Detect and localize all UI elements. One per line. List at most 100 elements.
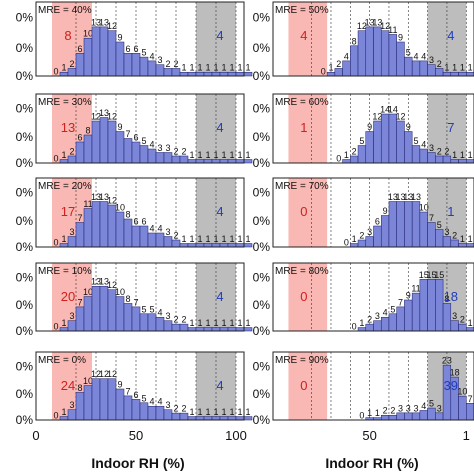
bar-count-label: 5	[437, 220, 442, 230]
bar-count-label: 1	[245, 407, 250, 417]
histogram-bar	[67, 236, 77, 248]
bar-count-label: 2	[367, 315, 372, 325]
red-band-count: 4	[300, 28, 307, 43]
panel-frame	[272, 262, 474, 332]
histogram-bar	[427, 152, 436, 164]
histogram-bar	[466, 327, 474, 332]
bar-count-label: 1	[197, 63, 202, 73]
bar-count-label: 2	[173, 231, 178, 241]
bar-count-label: 1	[221, 407, 226, 417]
histogram-bar	[59, 416, 69, 421]
histogram-bar	[147, 313, 157, 332]
histogram-bar	[123, 53, 133, 77]
bar-count-label: 0	[336, 154, 341, 164]
red-band-count: 8	[64, 28, 71, 43]
bar-count-label: 5	[414, 136, 419, 146]
bar-count-label: 0	[53, 67, 58, 77]
histogram-bar	[396, 306, 405, 332]
bar-count-label: 3	[452, 311, 457, 321]
histogram-bar	[435, 279, 444, 332]
histogram-bar	[131, 225, 141, 248]
histogram-bar	[123, 218, 133, 248]
y-tick-label: 0%	[253, 214, 271, 228]
bar-count-label: 2	[69, 147, 74, 157]
histogram-bar	[203, 159, 213, 164]
bar-count-label: 4	[383, 308, 388, 318]
bar-count-label: 4	[344, 51, 349, 61]
bar-count-label: 3	[165, 227, 170, 237]
histogram-bar	[235, 159, 245, 164]
bar-count-label: 13	[99, 277, 109, 287]
histogram-bar	[243, 159, 253, 164]
bar-count-label: 9	[406, 291, 411, 301]
bar-count-label: 5	[141, 48, 146, 58]
histogram-bar	[442, 303, 452, 332]
bar-count-label: 2	[181, 315, 186, 325]
bar-count-label: 0	[321, 67, 326, 77]
bar-count-label: 3	[414, 403, 419, 413]
bar-count-label: 1	[213, 318, 218, 328]
histogram-bar	[243, 416, 253, 421]
bar-count-label: 6	[133, 217, 138, 227]
bar-count-label: 1	[205, 150, 210, 160]
y-tick-label: 0%	[16, 214, 34, 228]
bar-count-label: 4	[421, 51, 426, 61]
panel-frame	[35, 1, 245, 77]
panel-frame	[272, 351, 474, 421]
bar-count-label: 1	[197, 150, 202, 160]
histogram-bar	[211, 71, 221, 77]
bar-count-label: 2	[165, 59, 170, 69]
histogram-bar	[147, 60, 157, 77]
histogram-bar	[155, 64, 165, 77]
histogram-bar	[131, 53, 141, 77]
histogram-bar	[243, 71, 253, 77]
bar-count-label: 6	[77, 44, 82, 54]
x-tick-label: 50	[362, 428, 376, 443]
bar-count-label: 5	[141, 136, 146, 146]
bar-count-label: 2	[69, 59, 74, 69]
histogram-bar	[203, 71, 213, 77]
histogram-bar	[458, 71, 467, 77]
histogram-bar	[350, 243, 359, 248]
histogram-bar	[115, 41, 125, 77]
mre-annotation: MRE = 0%	[38, 355, 86, 366]
histogram-bar	[365, 131, 374, 164]
bar-count-label: 1	[213, 234, 218, 244]
histogram-bar	[59, 327, 69, 332]
bar-count-label: 12	[107, 196, 117, 206]
histogram-bar	[163, 320, 173, 332]
histogram-bar	[419, 148, 428, 164]
bar-count-label: 12	[107, 112, 117, 122]
histogram-bar	[131, 141, 141, 164]
bar-count-label: 7	[125, 129, 130, 139]
blue-band-count: 4	[216, 204, 223, 219]
bar-count-label: 7	[468, 394, 473, 404]
bar-count-label: 1	[189, 318, 194, 328]
bar-count-label: 1	[237, 150, 242, 160]
bar-count-label: 1	[245, 63, 250, 73]
histogram-bar	[187, 416, 197, 421]
histogram-bar	[67, 68, 77, 77]
y-tick-label: 0%	[16, 359, 34, 373]
histogram-bar	[442, 236, 452, 248]
histogram-bar	[342, 159, 351, 164]
mre-annotation: MRE = 80%	[275, 266, 329, 277]
histogram-bar	[334, 68, 343, 77]
histogram-bar	[195, 416, 205, 421]
histogram-bar	[450, 320, 459, 332]
histogram-bar	[227, 71, 237, 77]
bar-count-label: 9	[383, 206, 388, 216]
bar-count-label: 1	[197, 318, 202, 328]
bar-count-label: 1	[61, 63, 66, 73]
bar-count-label: 1	[189, 234, 194, 244]
bar-count-label: 4	[421, 140, 426, 150]
blue-band-count: 39	[444, 378, 458, 393]
bar-count-label: 3	[69, 311, 74, 321]
y-tick-label: 0%	[253, 240, 271, 254]
bar-count-label: 10	[419, 203, 429, 213]
blue-band-count: 4	[216, 289, 223, 304]
y-tick-label: 0%	[16, 413, 34, 427]
